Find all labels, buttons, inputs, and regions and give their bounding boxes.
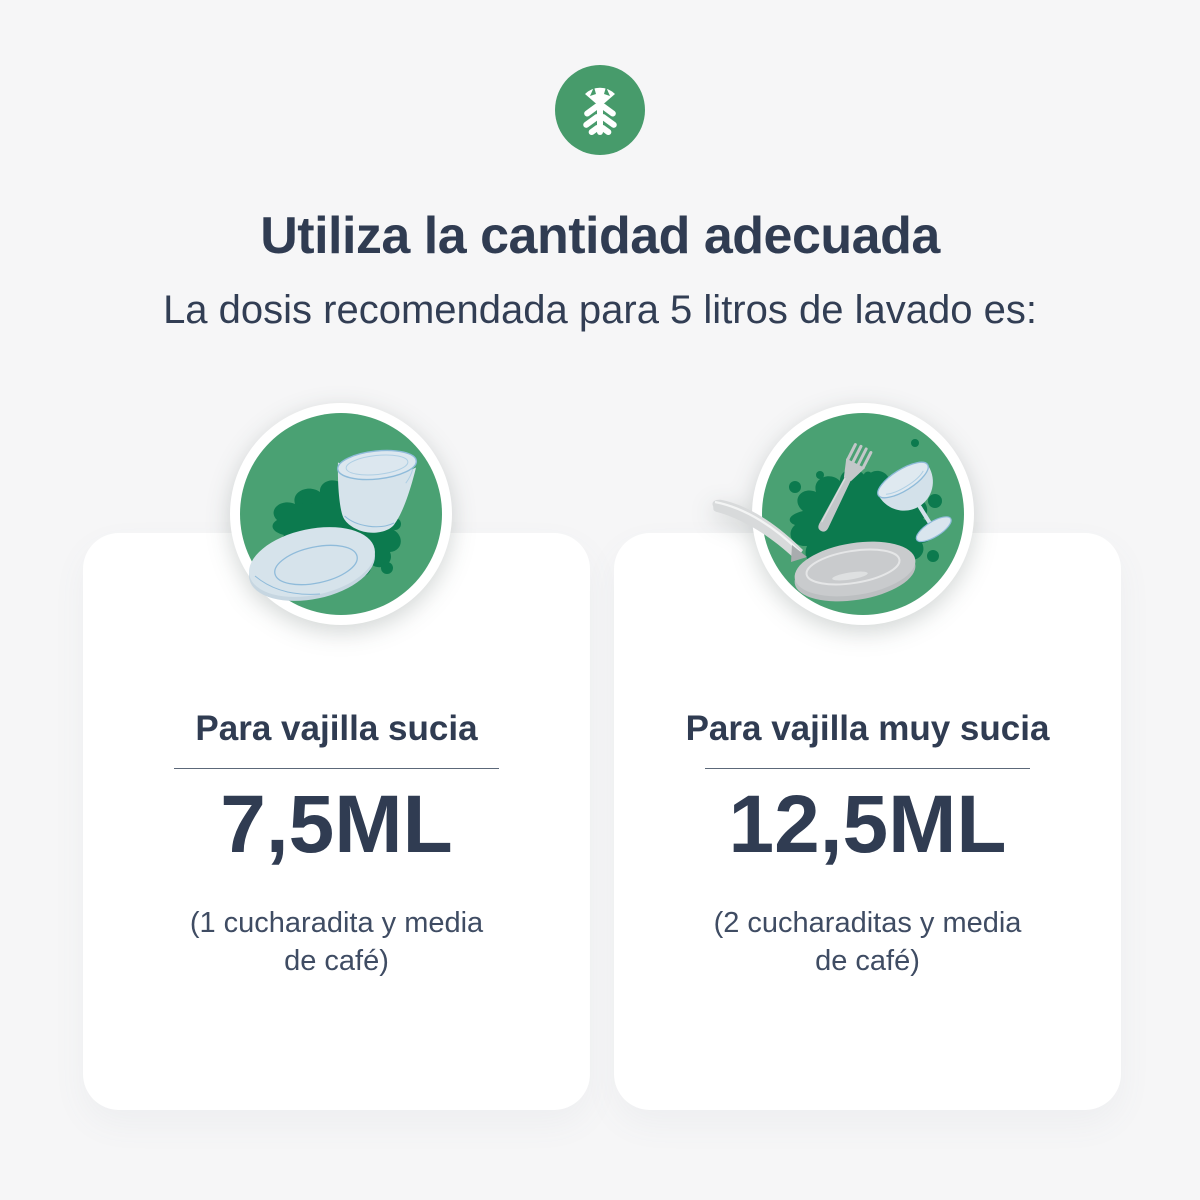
fork-glass-and-pan-illustration bbox=[712, 403, 974, 625]
dose-amount: 7,5ML bbox=[220, 779, 453, 870]
page-subtitle: La dosis recomendada para 5 litros de la… bbox=[163, 288, 1037, 332]
wine-glass-icon bbox=[877, 461, 952, 543]
pan-handle bbox=[712, 499, 807, 562]
brand-logo bbox=[555, 65, 645, 155]
dose-note: (2 cucharaditas y media de café) bbox=[713, 907, 1022, 978]
cup-and-plate-illustration bbox=[230, 403, 452, 625]
fork-icon bbox=[818, 443, 873, 532]
card-divider bbox=[705, 768, 1030, 769]
pan-icon bbox=[794, 541, 916, 602]
tree-icon bbox=[555, 65, 645, 155]
card-divider bbox=[174, 768, 499, 769]
plate-icon bbox=[249, 527, 375, 601]
card-dirty-dishes: Para vajilla sucia 7,5ML (1 cucharadita … bbox=[83, 533, 590, 1110]
cup-icon bbox=[336, 449, 418, 533]
card-heading: Para vajilla sucia bbox=[195, 709, 478, 748]
card-very-dirty-dishes: Para vajilla muy sucia 12,5ML (2 cuchara… bbox=[614, 533, 1121, 1110]
page-title: Utiliza la cantidad adecuada bbox=[260, 207, 940, 265]
dose-amount: 12,5ML bbox=[728, 779, 1007, 870]
card-heading: Para vajilla muy sucia bbox=[685, 709, 1050, 748]
dose-note: (1 cucharadita y media de café) bbox=[189, 907, 484, 978]
